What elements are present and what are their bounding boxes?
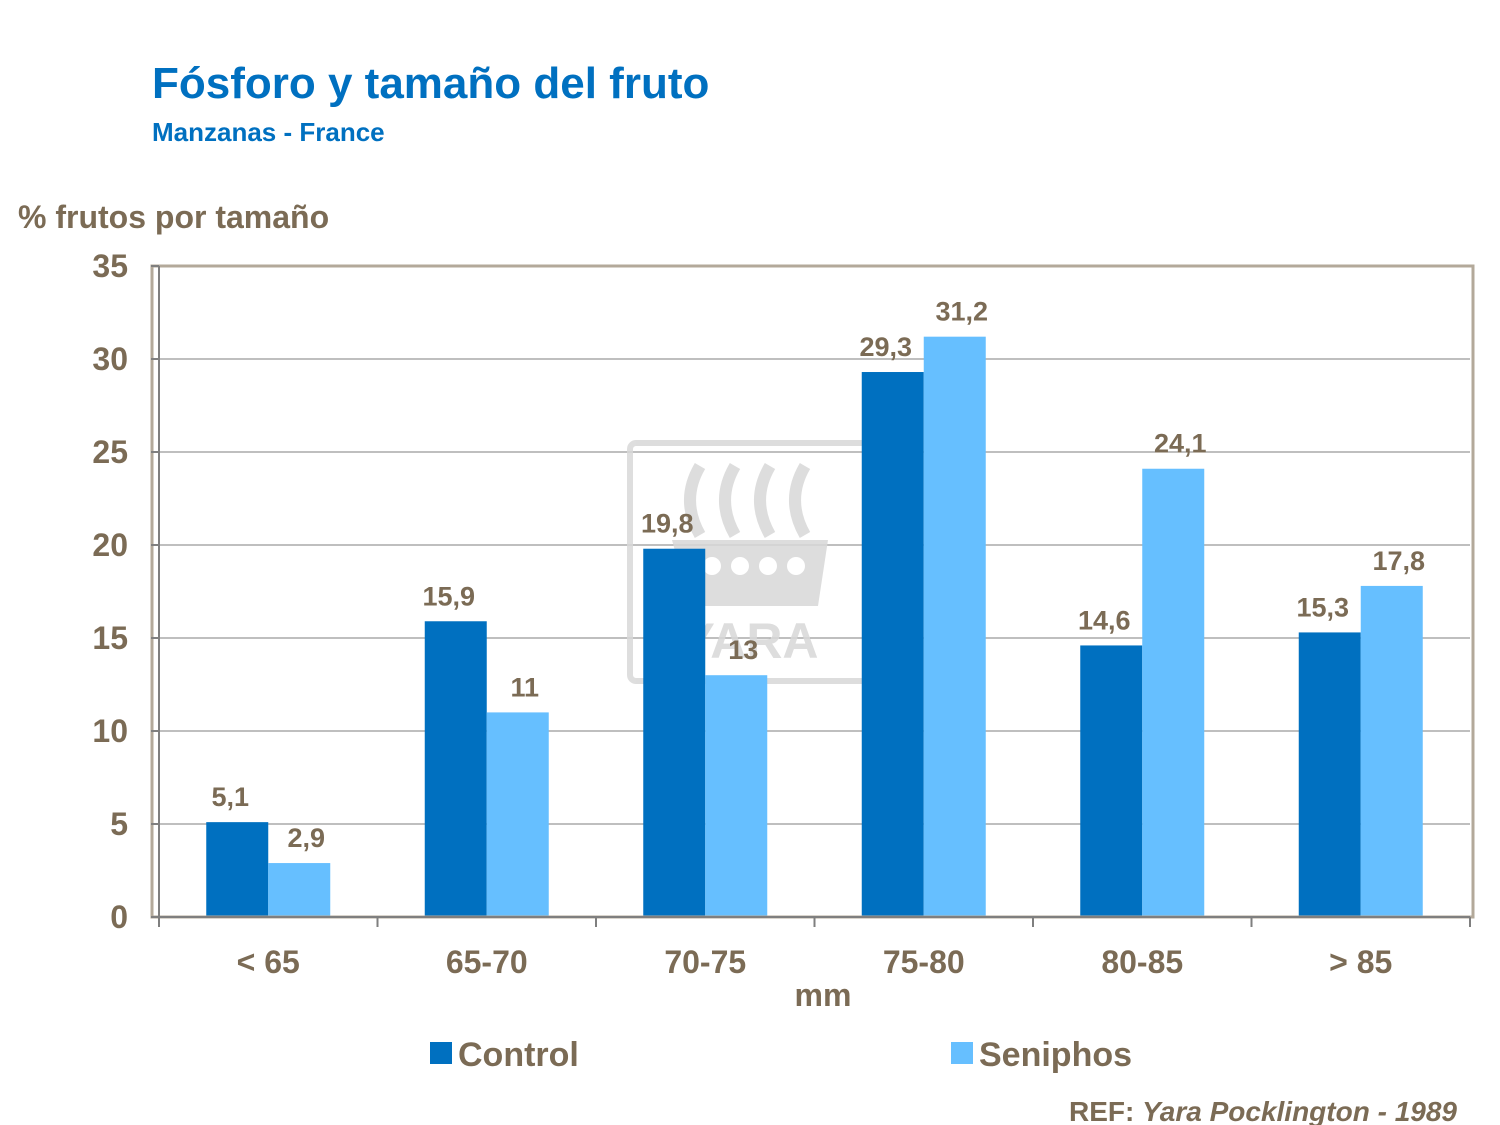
reference-note: REF: Yara Pocklington - 1989 (1069, 1096, 1457, 1125)
data-label: 2,9 (287, 823, 325, 853)
chart-subtitle: Manzanas - France (152, 117, 385, 147)
data-label: 5,1 (211, 782, 249, 812)
y-tick-label: 25 (92, 434, 128, 470)
bar-control (643, 548, 706, 917)
data-label: 17,8 (1372, 546, 1425, 576)
chart-title: Fósforo y tamaño del fruto (152, 59, 709, 108)
data-label: 31,2 (935, 297, 988, 327)
data-label: 14,6 (1078, 605, 1131, 635)
data-label: 19,8 (641, 509, 694, 539)
y-tick-label: 30 (92, 341, 128, 377)
x-tick-label: < 65 (237, 944, 300, 980)
data-label: 15,3 (1296, 592, 1349, 622)
x-tick-label: 75-80 (883, 944, 965, 980)
bar-seniphos (1360, 585, 1423, 917)
legend: Control Seniphos (430, 1036, 1132, 1074)
bar-control (1080, 645, 1143, 917)
bar-seniphos (486, 712, 549, 917)
y-tick-label: 0 (110, 899, 128, 935)
x-axis-label: mm (795, 977, 852, 1013)
y-axis-label: % frutos por tamaño (18, 199, 329, 235)
legend-label-seniphos: Seniphos (979, 1036, 1132, 1074)
x-axis-ticks: < 65 65-70 70-75 75-80 80-85 > 85 (237, 944, 1393, 980)
bar-control (861, 372, 924, 917)
bar-seniphos (268, 863, 331, 917)
legend-label-control: Control (458, 1036, 579, 1074)
gridlines (159, 358, 1470, 825)
y-tick-label: 35 (92, 248, 128, 284)
y-axis-ticks: 0 5 10 15 20 25 30 35 (92, 248, 160, 935)
x-tick-label: > 85 (1329, 944, 1392, 980)
data-label: 24,1 (1154, 429, 1207, 459)
data-label: 13 (728, 635, 758, 665)
y-tick-label: 10 (92, 713, 128, 749)
legend-swatch-seniphos (951, 1042, 973, 1064)
x-axis (158, 916, 1471, 927)
reference-source: Yara Pocklington - 1989 (1142, 1096, 1457, 1125)
y-tick-label: 15 (92, 620, 128, 656)
x-tick-label: 65-70 (446, 944, 528, 980)
bar-control (206, 822, 269, 917)
legend-swatch-control (430, 1042, 452, 1064)
y-tick-label: 20 (92, 527, 128, 563)
data-label: 11 (510, 672, 539, 702)
bar-control (424, 621, 487, 917)
bars (206, 336, 1423, 917)
bar-control (1298, 632, 1361, 917)
x-tick-label: 70-75 (664, 944, 746, 980)
bar-seniphos (1142, 468, 1205, 917)
data-labels: 5,1 2,9 15,9 11 19,8 13 29,3 31,2 14,6 24,1 15,3 17… (211, 297, 1425, 853)
y-tick-label: 5 (110, 806, 128, 842)
data-label: 15,9 (422, 581, 475, 611)
x-tick-label: 80-85 (1101, 944, 1183, 980)
bar-seniphos (923, 336, 986, 917)
data-label: 29,3 (859, 332, 912, 362)
reference-prefix: REF: (1069, 1096, 1142, 1125)
bar-seniphos (705, 675, 768, 917)
